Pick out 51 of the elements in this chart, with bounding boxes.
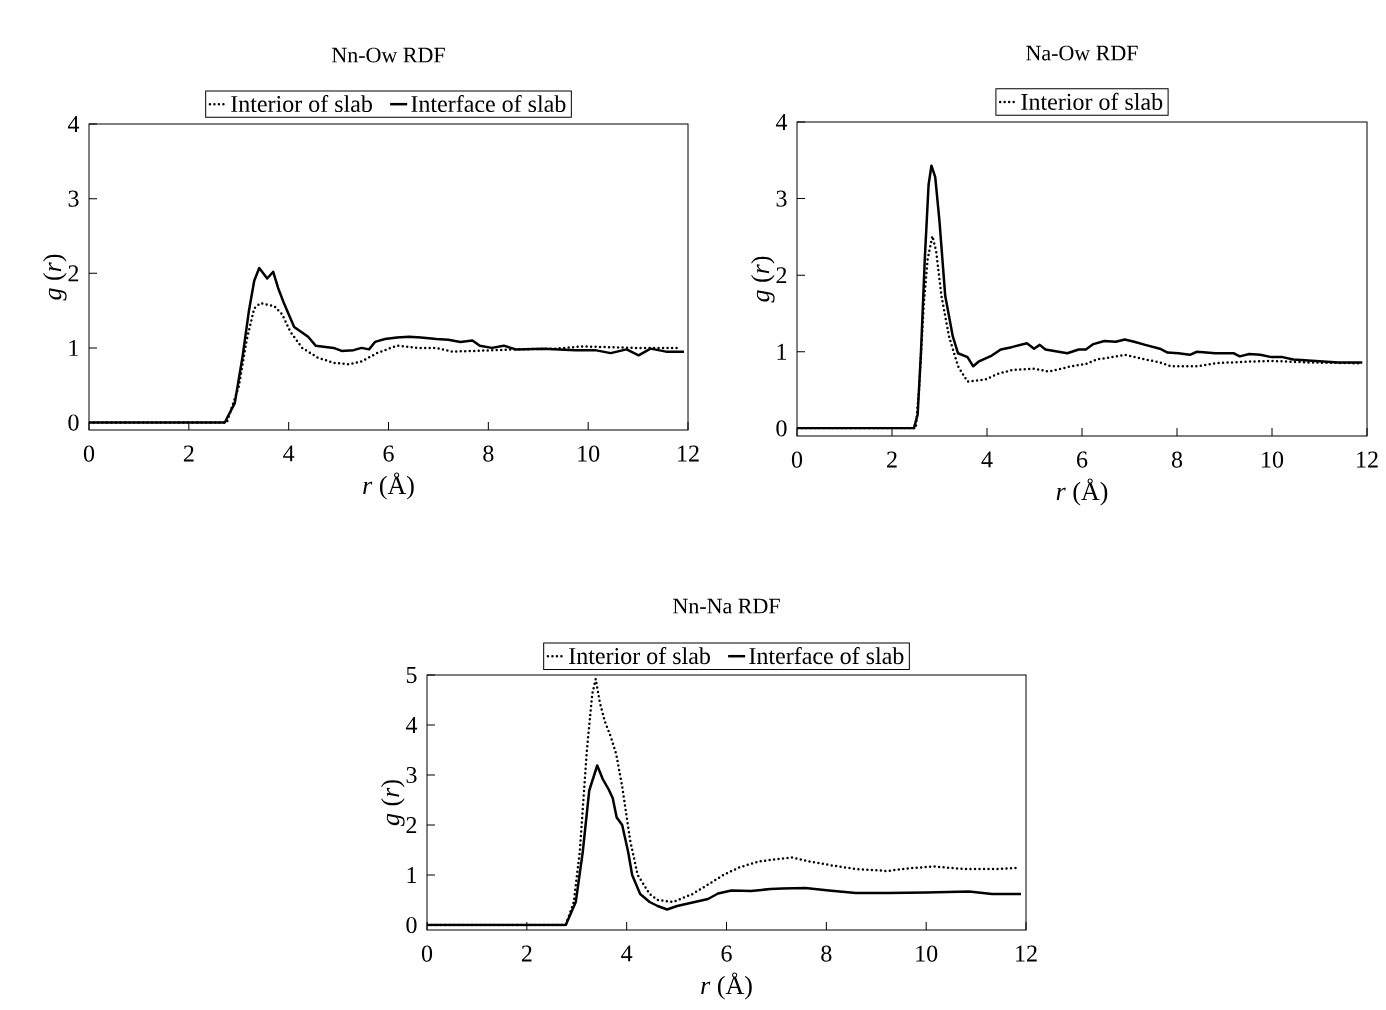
x-tick-label: 8 [821, 945, 832, 962]
x-axis-title: r (Å) [363, 472, 414, 500]
y-axis-title: g (r) [381, 780, 405, 826]
legend-label: Interface of slab [749, 647, 904, 665]
y-tick-label: 4 [67, 116, 80, 132]
y-tick-label: 5 [406, 667, 417, 683]
x-axis-title: r (Å) [701, 972, 752, 1000]
x-tick-label: 12 [1357, 451, 1378, 468]
x-axis-title: r (Å) [1056, 478, 1108, 506]
x-tick-label: 8 [483, 445, 494, 462]
x-tick-label: 0 [421, 945, 433, 962]
x-tick-label: 12 [1016, 945, 1037, 962]
y-tick-label: 1 [407, 867, 417, 883]
y-tick-label: 0 [776, 420, 787, 437]
y-tick-label: 1 [777, 343, 787, 360]
y-tick-label: 0 [68, 414, 79, 431]
x-tick-label: 6 [383, 445, 394, 462]
legend-label: Interior of slab [1021, 92, 1163, 110]
chart-title: Na-Ow RDF [1026, 45, 1138, 61]
x-tick-label: 2 [521, 945, 532, 962]
x-tick-label: 4 [981, 451, 993, 468]
chart-title: Nn-Na RDF [673, 598, 780, 614]
y-tick-label: 1 [69, 339, 79, 356]
x-tick-label: 0 [791, 451, 803, 468]
x-tick-label: 6 [721, 945, 732, 962]
x-tick-label: 0 [83, 445, 95, 462]
x-tick-label: 8 [1171, 451, 1183, 468]
y-axis-title: g (r) [43, 254, 67, 301]
x-tick-label: 10 [578, 445, 600, 462]
y-axis-title: g (r) [751, 256, 775, 303]
y-tick-label: 2 [68, 265, 79, 282]
y-tick-label: 2 [406, 817, 417, 833]
x-tick-label: 4 [283, 445, 295, 462]
chart-title: Nn-Ow RDF [331, 47, 445, 63]
x-tick-label: 10 [1262, 451, 1284, 468]
y-tick-label: 3 [68, 190, 79, 207]
y-tick-label: 2 [776, 267, 787, 284]
legend-label: Interior of slab [569, 647, 710, 665]
y-tick-label: 3 [776, 190, 787, 207]
legend-label: Interface of slab [411, 94, 566, 113]
y-tick-label: 0 [406, 916, 417, 934]
y-tick-label: 3 [406, 766, 417, 784]
y-tick-label: 4 [405, 717, 418, 733]
x-tick-label: 12 [678, 445, 699, 462]
x-tick-label: 2 [183, 445, 194, 462]
x-tick-label: 6 [1077, 451, 1088, 468]
legend-label: Interior of slab [231, 94, 372, 113]
x-tick-label: 10 [916, 945, 938, 962]
x-tick-label: 4 [621, 945, 633, 962]
y-tick-label: 4 [775, 114, 788, 130]
x-tick-label: 2 [887, 451, 897, 468]
